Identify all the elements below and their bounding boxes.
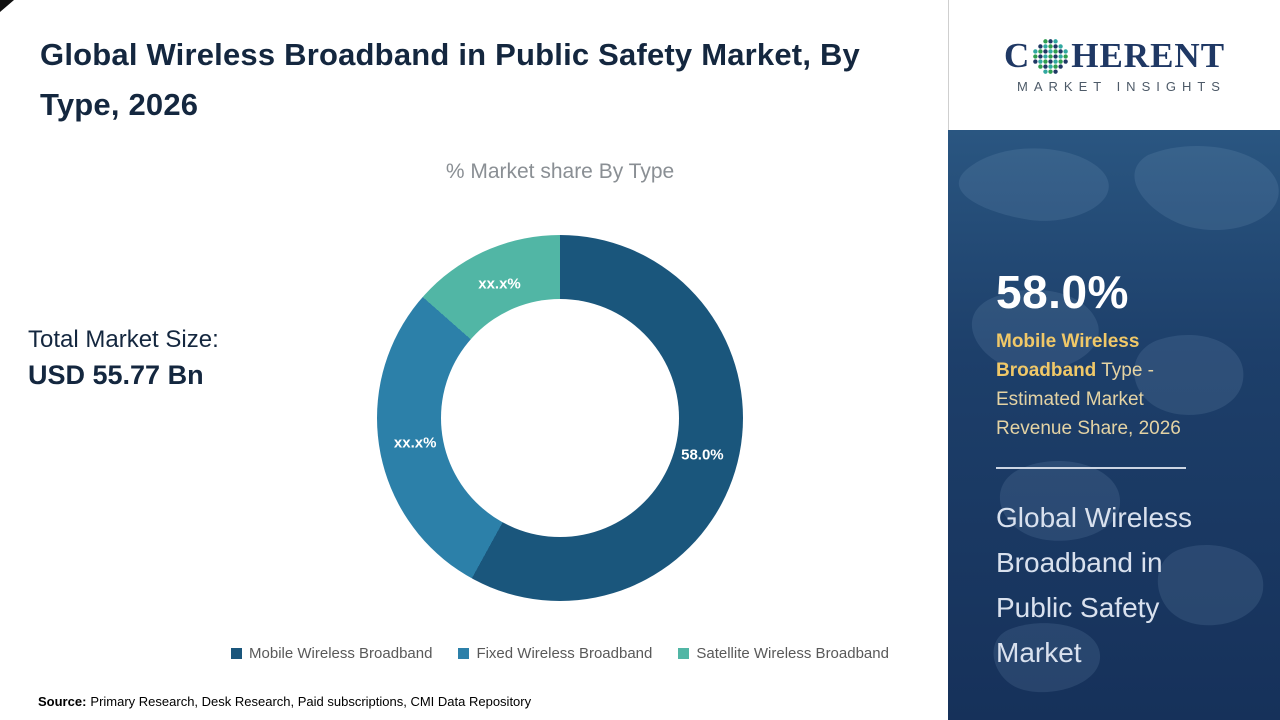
brand-logo-row: C HERENT — [1004, 36, 1225, 76]
legend-item-fixed-wireless-broadband: Fixed Wireless Broadband — [458, 645, 652, 662]
chart-legend: Mobile Wireless Broadband Fixed Wireless … — [176, 645, 944, 662]
logo-letter-c: C — [1003, 36, 1031, 75]
panel-market-title: Global Wireless Broadband in Public Safe… — [996, 502, 1193, 668]
legend-marker — [678, 648, 690, 659]
share-value: 58.0% — [996, 266, 1129, 318]
chart-subtitle: % Market share By Type — [445, 160, 675, 183]
source-label: Source: — [38, 694, 87, 709]
share-segment-rest: Type - Estimated Market Revenue Share, 2… — [996, 360, 1181, 439]
legend-marker — [231, 648, 243, 659]
legend-label: Satellite Wireless Broadband — [696, 645, 889, 662]
logo-word-rest: HERENT — [1071, 36, 1226, 75]
legend-item-satellite-wireless-broadband: Satellite Wireless Broadband — [678, 645, 889, 662]
panel-body: 58.0% Mobile Wireless Broadband Type - E… — [948, 130, 1280, 720]
world-map-watermark — [958, 146, 1279, 693]
legend-label: Mobile Wireless Broadband — [249, 645, 433, 662]
right-panel: C HERENT MARKET INSIGHTS — [948, 0, 1280, 720]
chart-area: Global Wireless Broadband in Public Safe… — [28, 37, 944, 709]
slice-label: xx.x% — [478, 275, 521, 293]
logo-subtitle: MARKET INSIGHTS — [1017, 79, 1226, 94]
total-market-size-value: USD 55.77 Bn — [28, 360, 204, 391]
source-text: Primary Research, Desk Research, Paid su… — [90, 694, 532, 709]
legend-label: Fixed Wireless Broadband — [476, 645, 653, 662]
source-line: Source: Primary Research, Desk Research, … — [38, 694, 531, 709]
brand-logo: C HERENT MARKET INSIGHTS — [948, 0, 1280, 130]
share-description: Mobile Wireless Broadband Type - Estimat… — [996, 327, 1204, 443]
total-market-size-block: Total Market Size: USD 55.77 Bn — [28, 324, 219, 396]
slice-label: 58.0% — [681, 446, 724, 464]
slice-label: xx.x% — [393, 434, 437, 452]
dot-globe-o-icon — [1033, 38, 1069, 74]
legend-marker — [458, 648, 470, 659]
panel-divider — [996, 467, 1186, 469]
donut-hole — [441, 299, 679, 537]
page-title: Global Wireless Broadband in Public Safe… — [40, 37, 860, 123]
donut-chart: 58.0% xx.x% xx.x% — [377, 235, 743, 601]
legend-item-mobile-wireless-broadband: Mobile Wireless Broadband — [231, 645, 432, 662]
corner-accent — [0, 0, 14, 12]
share-segment-name: Mobile Wireless Broadband — [996, 331, 1140, 381]
total-market-size-label: Total Market Size: — [28, 326, 219, 353]
